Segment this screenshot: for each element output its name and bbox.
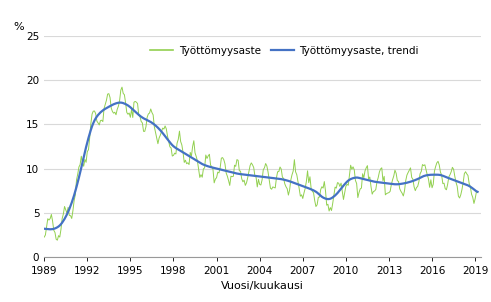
Legend: Työttömyysaste, Työttömyysaste, trendi: Työttömyysaste, Työttömyysaste, trendi — [146, 41, 423, 60]
X-axis label: Vuosi/kuukausi: Vuosi/kuukausi — [221, 281, 304, 291]
Text: %: % — [14, 22, 24, 32]
